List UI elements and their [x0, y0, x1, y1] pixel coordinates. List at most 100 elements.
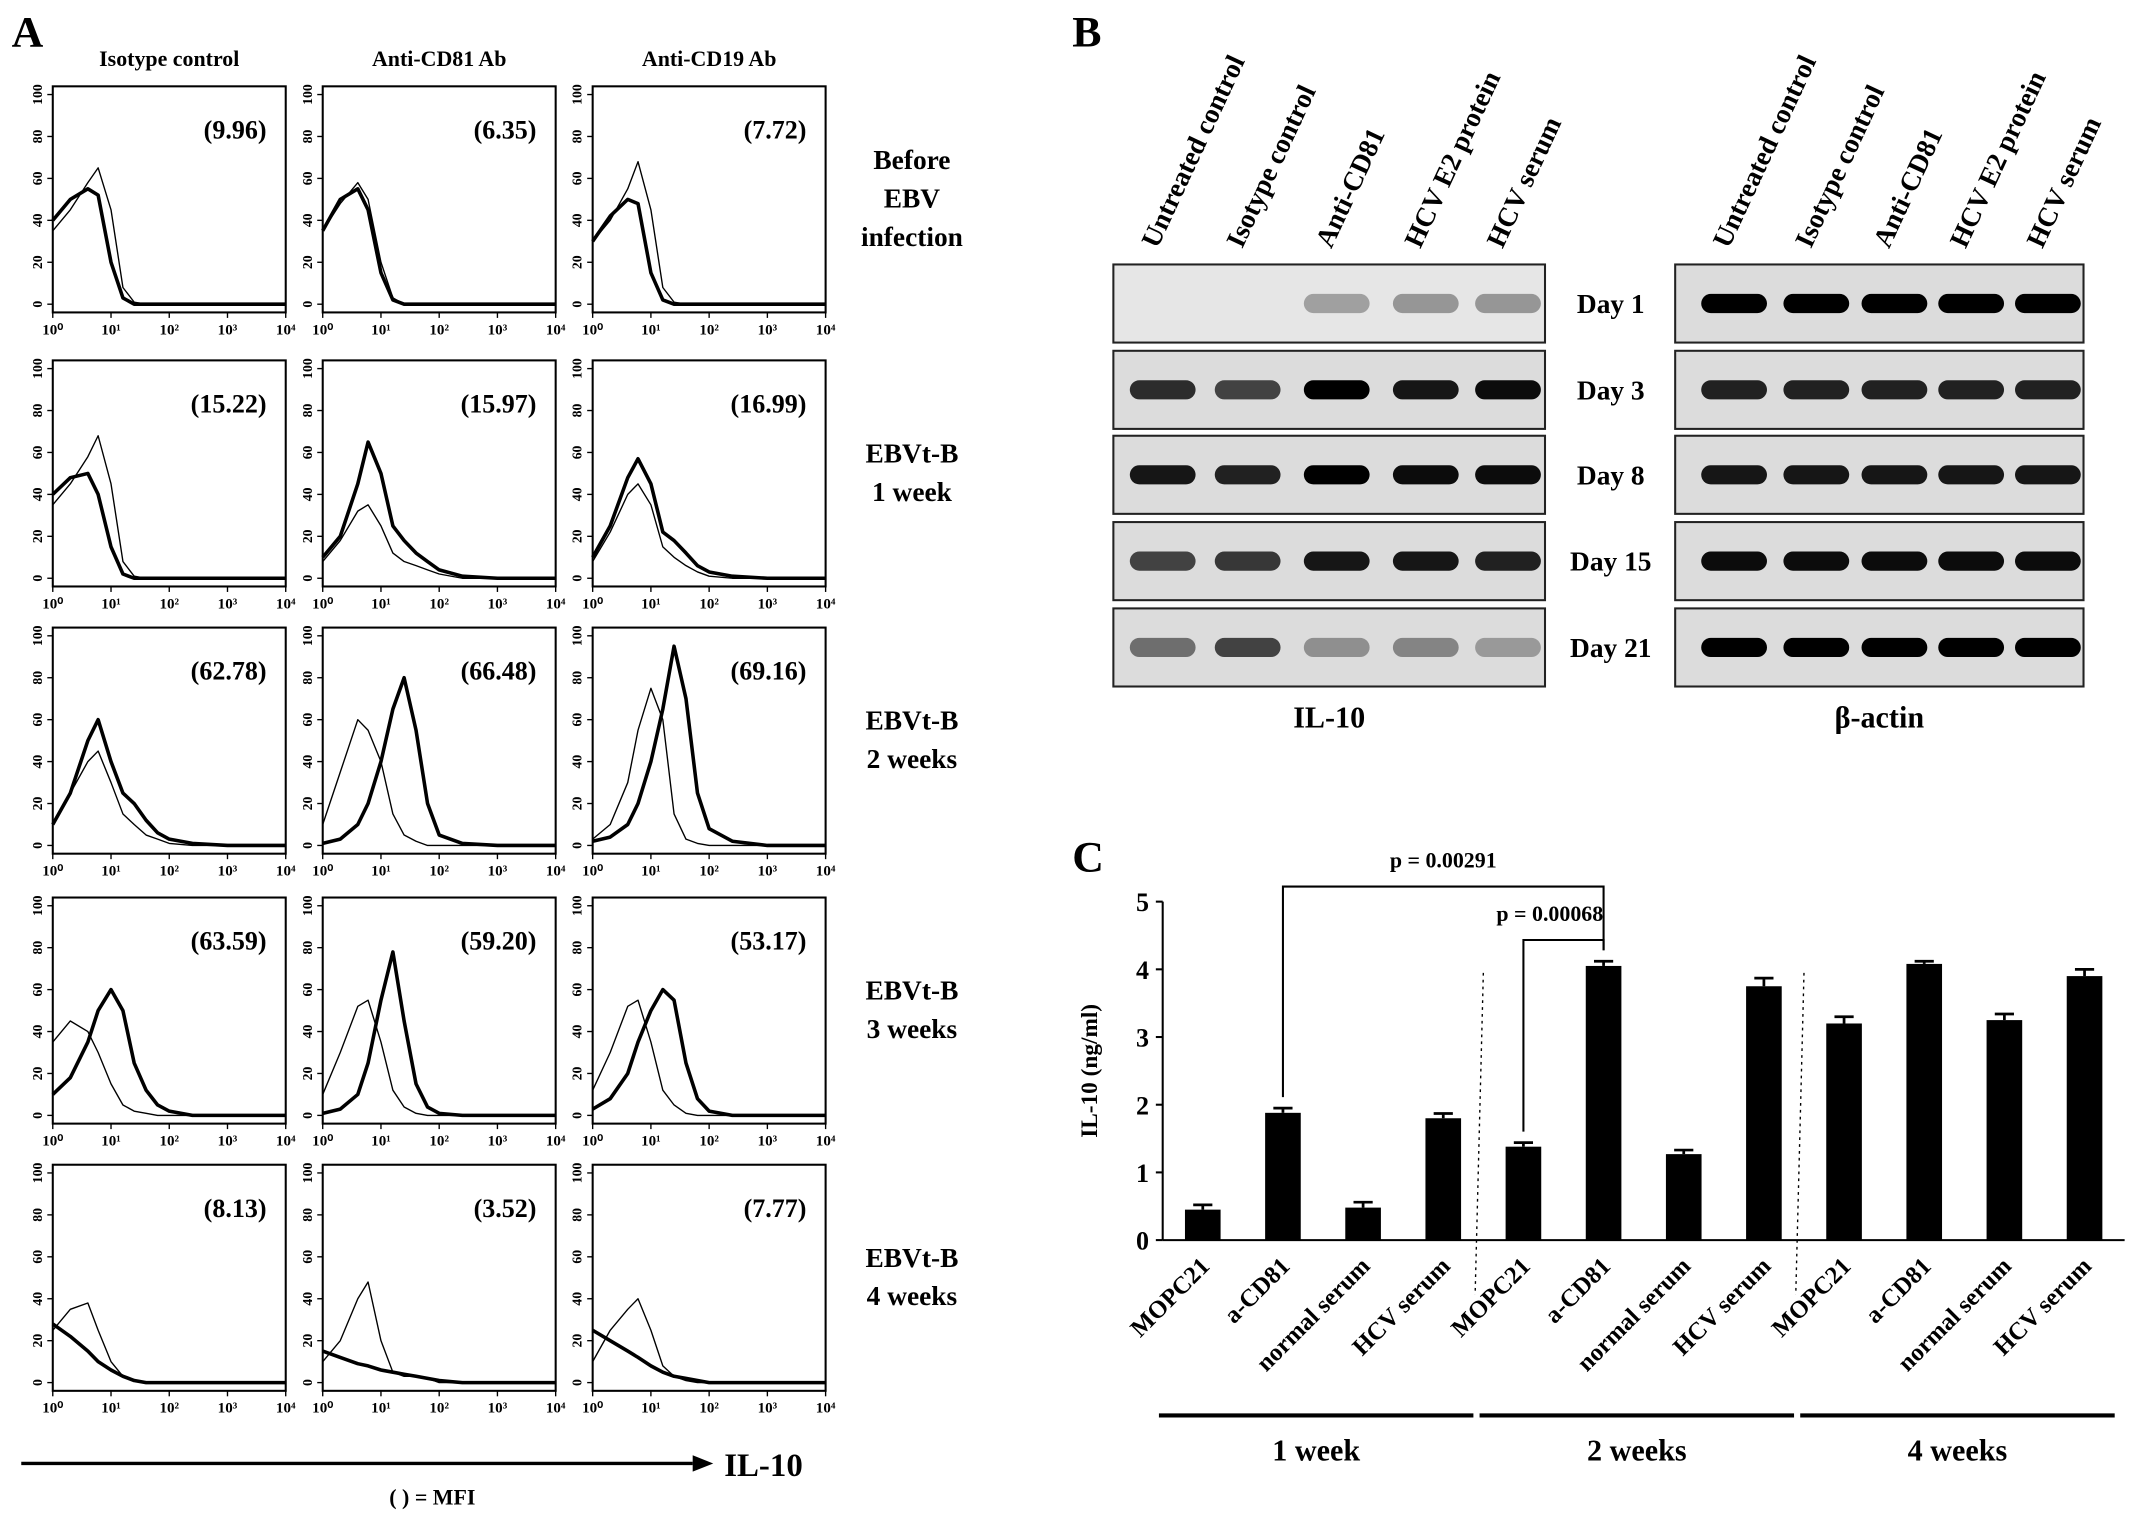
lane-label: HCV serum — [1481, 112, 1568, 252]
x-tick-label: 10⁴ — [816, 322, 836, 338]
x-tick-label: 10¹ — [641, 1401, 661, 1417]
y-tick-label: 2 — [1136, 1091, 1149, 1120]
band — [2015, 380, 2081, 400]
y-tick-label: 20 — [300, 255, 315, 269]
row-label: 4 weeks — [867, 1281, 958, 1311]
histogram-thick — [321, 440, 556, 581]
x-tick-label: 10¹ — [101, 1134, 121, 1150]
y-tick-label: 20 — [300, 1066, 315, 1080]
blot-strip — [1112, 263, 1547, 344]
y-tick-label: 60 — [300, 713, 315, 727]
band — [1303, 293, 1370, 314]
histogram-thin — [52, 750, 286, 847]
row-label: EBV — [884, 184, 941, 214]
group-label: 4 weeks — [1908, 1434, 2008, 1468]
band — [1783, 551, 1850, 571]
x-tick-label: 10³ — [488, 322, 508, 338]
x-tick-label: 10⁴ — [276, 1134, 296, 1150]
panel-label: C — [1072, 833, 1104, 881]
x-tick-label: 10² — [699, 864, 719, 880]
histogram-thick — [51, 187, 286, 306]
mfi-label: (7.72) — [744, 115, 807, 144]
y-tick-label: 80 — [570, 941, 585, 955]
y-tick-label: 40 — [300, 1292, 315, 1306]
y-tick-label: 1 — [1136, 1159, 1149, 1188]
row-label: EBVt-B — [866, 438, 959, 468]
y-tick-label: 0 — [300, 1112, 315, 1119]
y-tick-label: 20 — [300, 529, 315, 543]
bar — [1986, 1020, 2023, 1241]
histogram-thick — [51, 717, 286, 848]
x-tick-label: 10⁰ — [582, 864, 603, 880]
row-label: infection — [861, 222, 963, 252]
x-tick-label: 10¹ — [371, 864, 391, 880]
x-tick-label: 10³ — [488, 864, 508, 880]
histogram-thin — [322, 999, 556, 1117]
y-tick-label: 0 — [300, 1379, 315, 1386]
band — [1392, 551, 1459, 571]
mfi-label: (9.96) — [204, 115, 267, 144]
bar — [1665, 1154, 1702, 1241]
band — [1214, 551, 1281, 571]
p-value: p = 0.00068 — [1496, 901, 1603, 926]
y-tick-label: 80 — [570, 404, 585, 418]
x-tick-label: 10¹ — [641, 596, 661, 612]
mfi-label: (59.20) — [461, 927, 537, 956]
y-tick-label: 60 — [300, 1250, 315, 1264]
x-tick-label: 10¹ — [641, 322, 661, 338]
x-tick-label: 10³ — [758, 1134, 778, 1150]
y-tick-label: 80 — [30, 404, 45, 418]
y-tick-label: 40 — [300, 487, 315, 501]
x-tick-label: 10⁴ — [546, 596, 566, 612]
y-tick-label: 100 — [300, 1163, 315, 1184]
band — [1701, 637, 1767, 658]
column-header: Anti-CD81 Ab — [372, 46, 507, 71]
histogram-thin — [52, 435, 286, 579]
bar — [2066, 976, 2103, 1241]
y-tick-label: 80 — [300, 129, 315, 143]
mfi-label: (15.22) — [191, 389, 267, 418]
histogram-thick — [591, 456, 826, 581]
group-label: 2 weeks — [1587, 1434, 1687, 1468]
day-label: Day 21 — [1570, 633, 1651, 663]
x-tick-label: 10² — [159, 1401, 179, 1417]
y-tick-label: 0 — [1136, 1227, 1149, 1256]
x-tick-label: 10⁴ — [816, 864, 836, 880]
lane-label: Isotype control — [1220, 80, 1321, 252]
y-tick-label: 80 — [570, 1208, 585, 1222]
x-tick-label: 10¹ — [641, 864, 661, 880]
mfi-label: (69.16) — [731, 657, 807, 686]
band — [1214, 637, 1281, 658]
bar — [1425, 1118, 1462, 1241]
x-tick-label: 10⁴ — [276, 864, 296, 880]
band — [1475, 465, 1541, 485]
mfi-label: (16.99) — [731, 389, 807, 418]
x-tick-label: 10³ — [488, 1401, 508, 1417]
y-tick-label: 80 — [30, 671, 45, 685]
histogram-thick — [51, 471, 286, 581]
x-tick-label: 10³ — [758, 596, 778, 612]
y-tick-label: 60 — [570, 1250, 585, 1264]
panel-label: B — [1072, 9, 1101, 57]
y-tick-label: 40 — [570, 1292, 585, 1306]
y-tick-label: 60 — [30, 1250, 45, 1264]
bar — [1345, 1207, 1381, 1241]
y-tick-label: 40 — [570, 213, 585, 227]
y-tick-label: 0 — [30, 842, 45, 849]
x-tick-label: 10³ — [218, 1134, 238, 1150]
x-tick-label: 10⁰ — [312, 1401, 333, 1417]
y-tick-label: 60 — [300, 445, 315, 459]
blot-label: β-actin — [1835, 701, 1925, 735]
band — [2015, 293, 2081, 314]
y-tick-label: 0 — [570, 575, 585, 582]
y-tick-label: 5 — [1136, 888, 1149, 917]
x-tick-label: 10³ — [758, 322, 778, 338]
x-tick-label: 10³ — [218, 322, 238, 338]
significance-bracket — [1281, 885, 1605, 1098]
row-label: EBVt-B — [866, 706, 959, 736]
band — [1129, 551, 1196, 571]
bar — [1585, 965, 1622, 1241]
histogram-thick — [591, 197, 826, 306]
histogram-thin — [592, 687, 826, 847]
x-tick-label: 10³ — [488, 1134, 508, 1150]
